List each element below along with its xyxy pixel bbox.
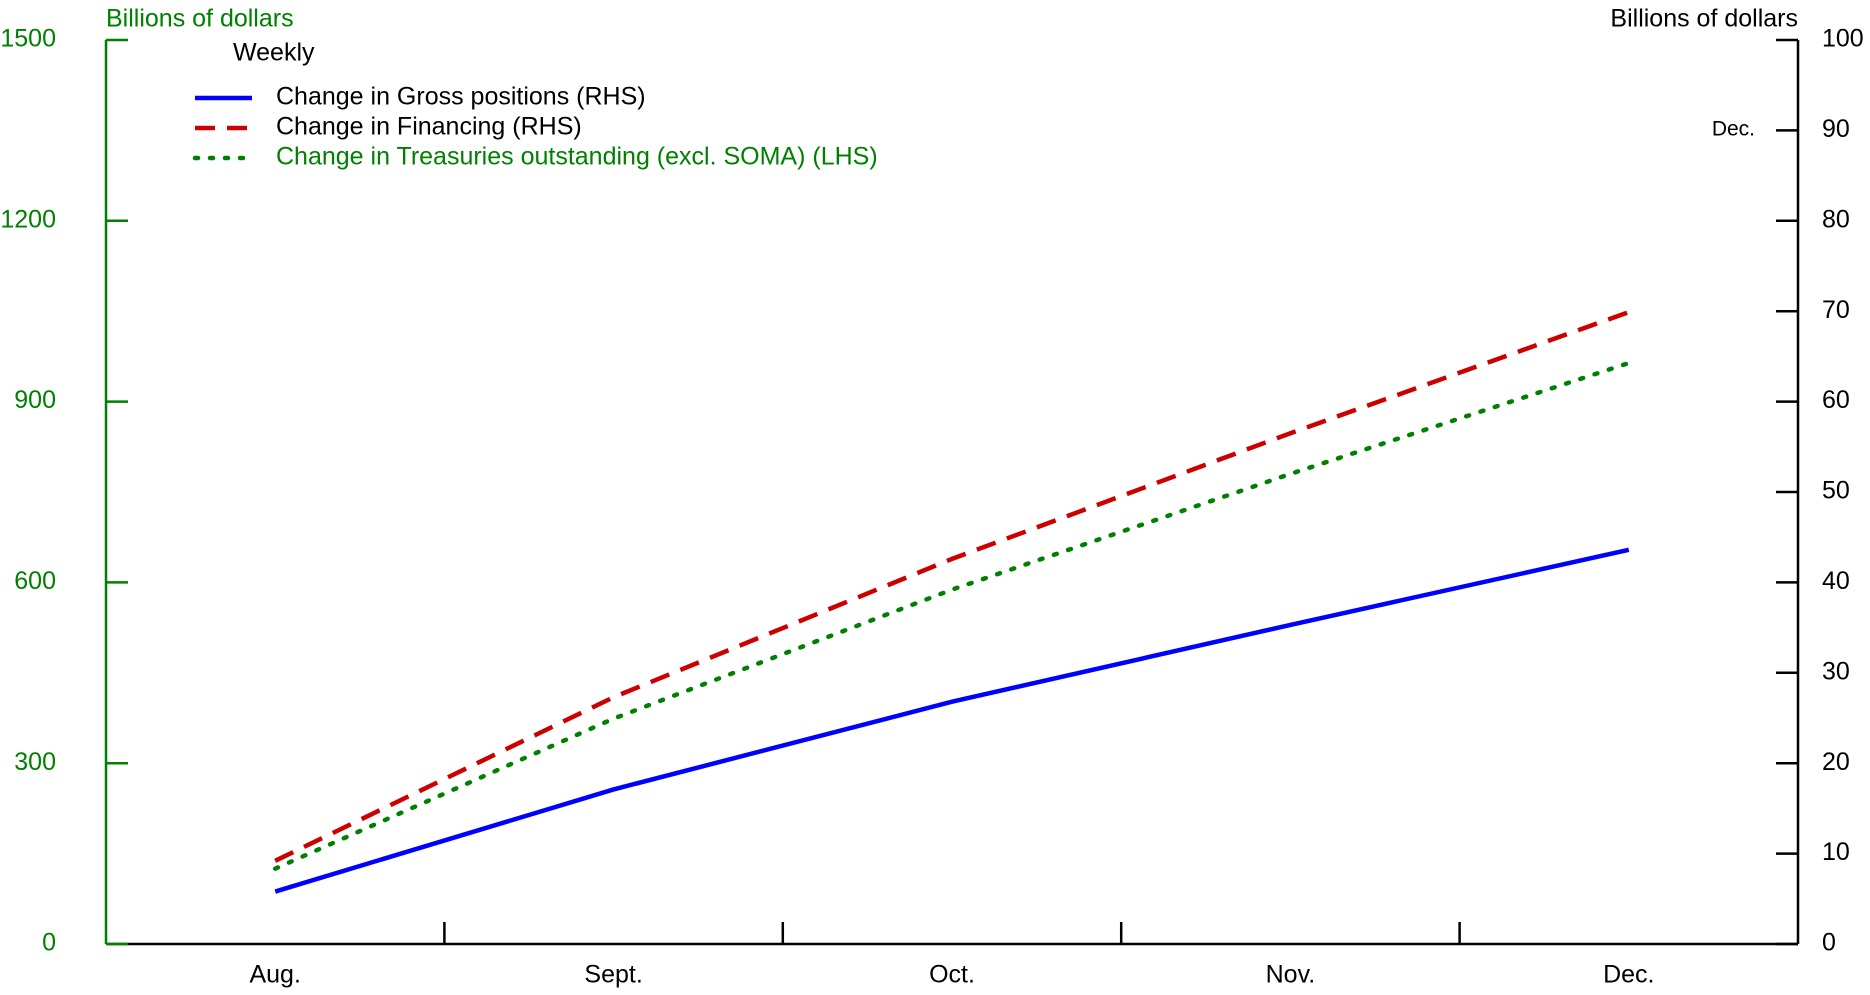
y-tick-label: 1500 bbox=[0, 25, 56, 53]
legend-label: Change in Gross positions (RHS) bbox=[276, 83, 646, 111]
y2-tick-label: 20 bbox=[1822, 748, 1850, 776]
y2-tick-label: 100 bbox=[1822, 25, 1864, 53]
y-tick-label: 600 bbox=[14, 567, 56, 595]
x-tick-label: Aug. bbox=[249, 961, 300, 989]
y2-axis-title: Billions of dollars bbox=[1610, 5, 1798, 33]
y2-tick-label: 80 bbox=[1822, 205, 1850, 233]
x-tick-label: Oct. bbox=[929, 961, 975, 989]
subtitle: Weekly bbox=[233, 39, 315, 67]
annotation: Dec. bbox=[1712, 118, 1755, 141]
y-tick-label: 1200 bbox=[0, 205, 56, 233]
y2-tick-label: 90 bbox=[1822, 115, 1850, 143]
series-line bbox=[272, 360, 1632, 871]
legend-label: Change in Financing (RHS) bbox=[276, 113, 582, 141]
y2-tick-label: 0 bbox=[1822, 929, 1836, 957]
y-tick-label: 0 bbox=[42, 929, 56, 957]
y2-tick-label: 30 bbox=[1822, 657, 1850, 685]
y-tick-label: 300 bbox=[14, 748, 56, 776]
y2-tick-label: 60 bbox=[1822, 386, 1850, 414]
legend-label: Change in Treasuries outstanding (excl. … bbox=[276, 143, 878, 171]
x-tick-label: Sept. bbox=[584, 961, 642, 989]
y2-tick-label: 50 bbox=[1822, 477, 1850, 505]
y-axis-title: Billions of dollars bbox=[106, 5, 294, 33]
y2-tick-label: 70 bbox=[1822, 296, 1850, 324]
series-line bbox=[274, 309, 1630, 863]
series-line bbox=[274, 547, 1630, 894]
y-tick-label: 900 bbox=[14, 386, 56, 414]
y2-tick-label: 10 bbox=[1822, 838, 1850, 866]
x-tick-label: Dec. bbox=[1603, 961, 1654, 989]
x-tick-label: Nov. bbox=[1266, 961, 1316, 989]
y2-tick-label: 40 bbox=[1822, 567, 1850, 595]
